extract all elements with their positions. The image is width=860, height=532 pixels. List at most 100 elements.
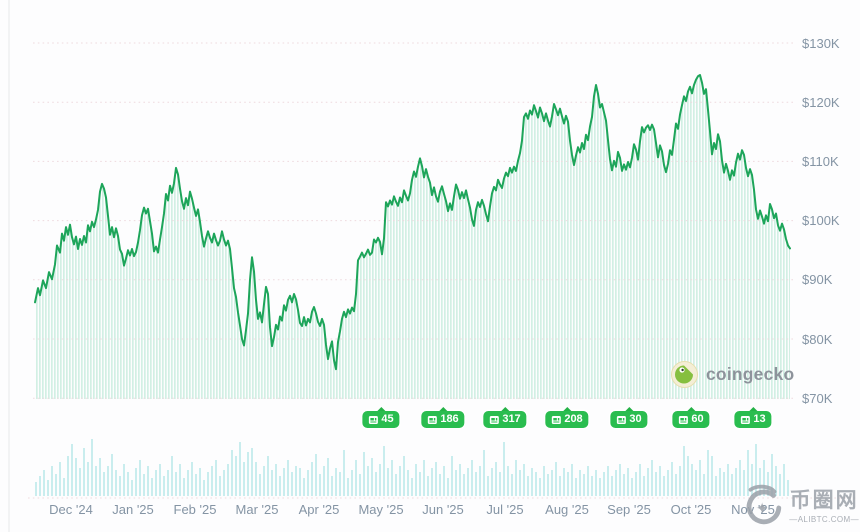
volume-bar xyxy=(91,439,93,496)
volume-bar xyxy=(159,464,161,496)
y-axis-label: $100K xyxy=(802,213,840,229)
site-watermark: ✦ 币圈网 —ALIBTC.COM— xyxy=(738,483,859,531)
volume-bar xyxy=(147,466,149,496)
count-badge[interactable]: 317 xyxy=(483,411,527,428)
volume-bar xyxy=(311,462,313,496)
volume-bar xyxy=(103,472,105,496)
volume-bar xyxy=(419,472,421,496)
volume-bar xyxy=(295,466,297,496)
volume-bar xyxy=(647,468,649,496)
volume-bar xyxy=(735,468,737,496)
volume-bar xyxy=(471,460,473,496)
volume-bar xyxy=(347,478,349,496)
volume-bar xyxy=(435,462,437,496)
volume-bar xyxy=(123,464,125,496)
volume-bar xyxy=(667,470,669,496)
count-badge[interactable]: 45 xyxy=(362,411,400,428)
volume-bar xyxy=(299,468,301,496)
x-axis-label: Dec '24 xyxy=(49,502,93,517)
volume-bar xyxy=(707,450,709,496)
volume-bar xyxy=(711,456,713,496)
count-badge[interactable]: 208 xyxy=(545,411,589,428)
site-domain: —ALIBTC.COM— xyxy=(789,515,859,524)
volume-bar xyxy=(367,466,369,496)
volume-bar xyxy=(651,460,653,496)
volume-bar xyxy=(235,456,237,496)
badge-count: 208 xyxy=(564,413,583,425)
volume-bar xyxy=(579,470,581,496)
volume-bar xyxy=(379,464,381,496)
volume-bar xyxy=(215,460,217,496)
volume-bar xyxy=(703,474,705,496)
volume-bar xyxy=(83,448,85,496)
volume-bar xyxy=(79,468,81,496)
volume-bar xyxy=(343,450,345,496)
volume-bar xyxy=(607,466,609,496)
count-badge[interactable]: 186 xyxy=(421,411,465,428)
volume-bar xyxy=(111,454,113,496)
volume-bar xyxy=(247,452,249,496)
volume-bar xyxy=(207,472,209,496)
volume-bar xyxy=(107,466,109,496)
volume-bar xyxy=(475,472,477,496)
volume-bar xyxy=(371,458,373,496)
volume-bar xyxy=(699,460,701,496)
count-badge[interactable]: 60 xyxy=(672,411,710,428)
news-icon xyxy=(551,415,561,424)
volume-bar xyxy=(39,476,41,496)
volume-bar xyxy=(635,472,637,496)
volume-bar xyxy=(643,476,645,496)
volume-bar xyxy=(691,464,693,496)
volume-bar xyxy=(751,464,753,496)
volume-bar xyxy=(327,458,329,496)
news-icon xyxy=(678,415,688,424)
volume-bar xyxy=(551,470,553,496)
volume-bar xyxy=(559,476,561,496)
volume-bar xyxy=(331,476,333,496)
svg-text:✦: ✦ xyxy=(756,501,769,518)
volume-bar xyxy=(287,460,289,496)
site-name: 币圈网 xyxy=(789,489,859,512)
volume-bar xyxy=(171,456,173,496)
badge-count: 60 xyxy=(691,413,704,425)
volume-bar xyxy=(671,462,673,496)
volume-bar xyxy=(303,478,305,496)
volume-bar xyxy=(531,468,533,496)
volume-bar xyxy=(523,464,525,496)
volume-bar xyxy=(447,478,449,496)
volume-bar xyxy=(687,456,689,496)
coingecko-watermark: coingecko xyxy=(671,361,794,388)
volume-bar xyxy=(167,470,169,496)
volume-bar xyxy=(575,478,577,496)
x-axis-label: Mar '25 xyxy=(235,502,279,517)
volume-bar xyxy=(659,466,661,496)
volume-bar xyxy=(67,456,69,496)
volume-bar xyxy=(583,474,585,496)
volume-bar xyxy=(195,474,197,496)
volume-bar xyxy=(767,472,769,496)
volume-bar xyxy=(43,470,45,496)
volume-bar xyxy=(763,460,765,496)
count-badge[interactable]: 13 xyxy=(734,411,772,428)
volume-bar xyxy=(515,460,517,496)
volume-bar xyxy=(503,442,505,496)
price-line xyxy=(34,74,791,371)
volume-bar xyxy=(375,472,377,496)
x-axis-label: Jul '25 xyxy=(486,502,524,517)
volume-bar xyxy=(527,476,529,496)
volume-bar xyxy=(267,456,269,496)
count-badge[interactable]: 30 xyxy=(610,411,648,428)
volume-bar xyxy=(487,476,489,496)
volume-bar xyxy=(403,456,405,496)
y-axis-label: $120K xyxy=(802,94,840,110)
volume-bar xyxy=(291,472,293,496)
site-logo-swirl-icon: ✦ xyxy=(747,484,782,525)
volume-bar xyxy=(459,464,461,496)
volume-bar xyxy=(259,474,261,496)
volume-bar xyxy=(223,470,225,496)
volume-bar xyxy=(251,448,253,496)
volume-bar xyxy=(143,474,145,496)
volume-bar xyxy=(467,468,469,496)
